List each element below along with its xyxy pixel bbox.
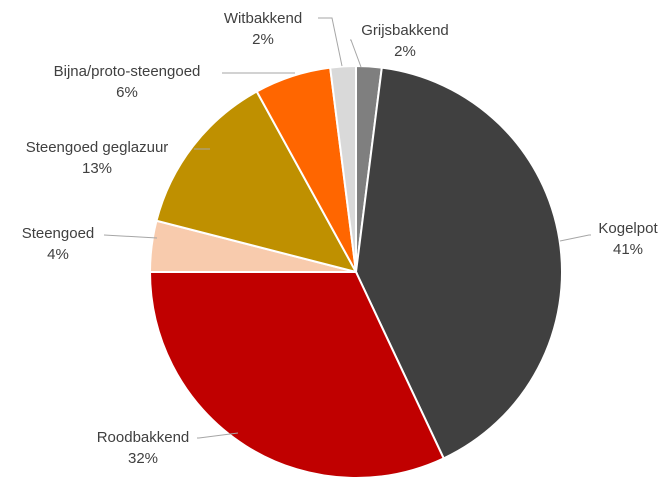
pie-slices [148, 64, 563, 478]
label-grijsbakkend-value: 2% [394, 43, 416, 60]
label-roodbakkend-value: 32% [128, 450, 158, 467]
label-bijna-proto-steengoed-name: Bijna/proto-steengoed [54, 63, 201, 80]
leader-kogelpot [559, 234, 591, 242]
label-witbakkend-name: Witbakkend [224, 10, 302, 27]
leader-grijsbakkend [350, 39, 362, 68]
label-steengoed-value: 4% [47, 246, 69, 263]
label-roodbakkend-name: Roodbakkend [97, 429, 190, 446]
label-bijna-proto-steengoed-value: 6% [116, 84, 138, 101]
label-steengoed-geglazuur-value: 13% [82, 160, 112, 177]
pie-slice-roodbakkend [148, 271, 446, 478]
label-kogelpot-value: 41% [613, 241, 643, 258]
label-grijsbakkend-name: Grijsbakkend [361, 22, 449, 39]
pie-slice-kogelpot [354, 66, 563, 460]
leader-lines [103, 17, 591, 439]
label-steengoed-geglazuur-name: Steengoed geglazuur [26, 139, 169, 156]
leader-roodbakkend [197, 432, 239, 439]
data-labels: Grijsbakkend 2% Witbakkend 2% Bijna/prot… [22, 10, 659, 467]
leader-steengoed [103, 234, 158, 239]
label-steengoed-name: Steengoed [22, 225, 95, 242]
label-kogelpot-name: Kogelpot [598, 220, 658, 237]
leader-witbakkend [318, 17, 343, 67]
pie-slice-witbakkend [329, 64, 357, 273]
pie-slice-steengoed-geglazuur [155, 90, 358, 274]
label-witbakkend-value: 2% [252, 31, 274, 48]
